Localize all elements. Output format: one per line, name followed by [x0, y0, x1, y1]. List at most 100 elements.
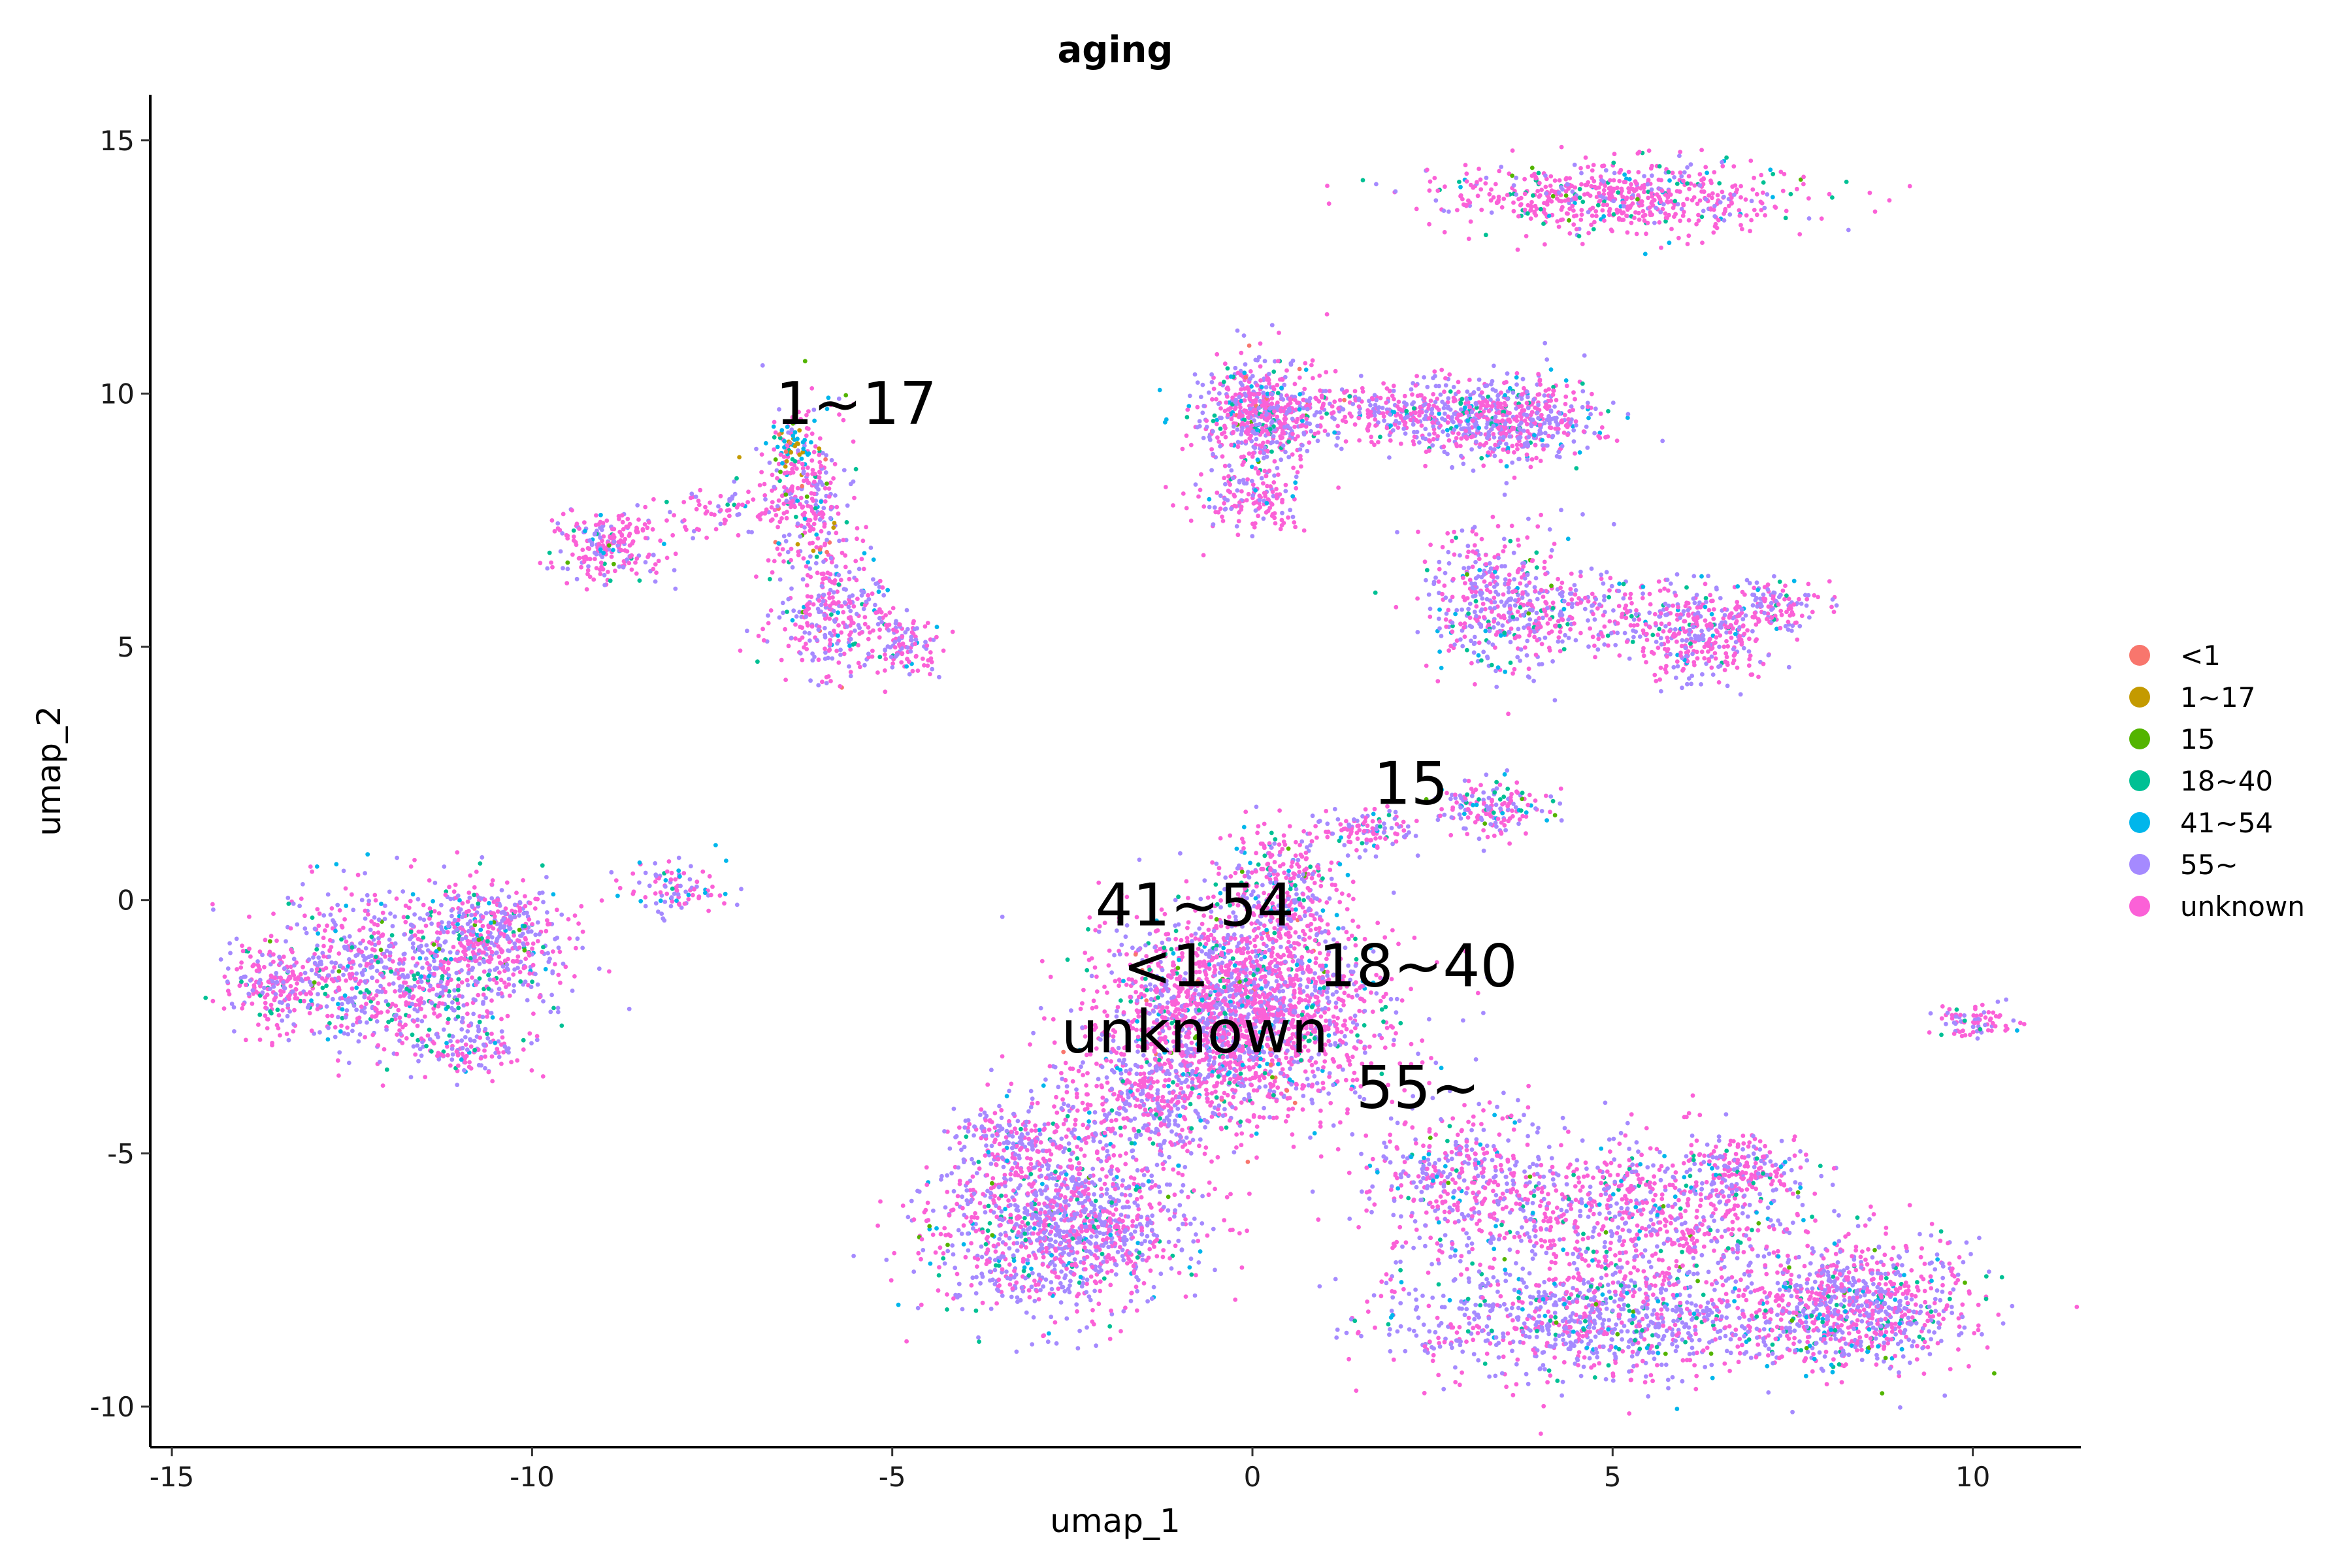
point-41~54	[862, 551, 867, 556]
point-unknown	[934, 634, 939, 640]
point-41~54	[1699, 574, 1704, 579]
point-55~	[1654, 205, 1659, 210]
point-55~	[280, 1000, 284, 1005]
point-unknown	[1467, 404, 1473, 410]
point-unknown	[1731, 653, 1737, 658]
point-unknown	[805, 621, 809, 626]
point-unknown	[1696, 212, 1701, 218]
point-55~	[1309, 429, 1313, 434]
point-18~40	[1404, 408, 1409, 414]
point-55~	[1262, 359, 1267, 364]
point-unknown	[1551, 388, 1556, 393]
point-unknown	[1499, 390, 1503, 395]
point-55~	[1484, 383, 1490, 388]
point-unknown	[1263, 494, 1267, 499]
point-unknown	[1607, 588, 1612, 593]
point-55~	[337, 1050, 342, 1055]
point-18~40	[1685, 181, 1690, 186]
point-unknown	[713, 527, 719, 532]
point-unknown	[1215, 435, 1220, 440]
point-55~	[1256, 406, 1262, 411]
point-55~	[1797, 623, 1803, 629]
point-1~17	[795, 542, 800, 547]
point-unknown	[580, 547, 585, 552]
point-55~	[1783, 624, 1788, 629]
point-41~54	[1255, 457, 1260, 463]
point-55~	[789, 586, 794, 591]
point-55~	[810, 651, 815, 656]
point-unknown	[1618, 167, 1624, 172]
point-unknown	[1545, 199, 1550, 204]
point-55~	[1488, 566, 1494, 571]
point-unknown	[1475, 412, 1480, 417]
point-41~54	[1300, 418, 1305, 423]
point-unknown	[1422, 559, 1428, 564]
point-unknown	[1726, 625, 1731, 630]
point-unknown	[1184, 506, 1189, 511]
point-unknown	[1321, 401, 1326, 406]
point-unknown	[1711, 616, 1716, 621]
point-55~	[1477, 621, 1482, 627]
point-55~	[592, 532, 597, 537]
point-55~	[1722, 218, 1727, 223]
point-55~	[1388, 412, 1393, 417]
point-unknown	[1529, 410, 1535, 415]
point-unknown	[1317, 373, 1322, 378]
point-unknown	[1665, 635, 1670, 640]
point-55~	[801, 471, 806, 476]
point-unknown	[1586, 231, 1592, 236]
point-unknown	[1440, 545, 1445, 549]
point-unknown	[1723, 651, 1729, 656]
point-unknown	[834, 504, 840, 510]
point-55~	[1232, 424, 1236, 429]
point-55~	[1411, 422, 1416, 427]
point-unknown	[1510, 148, 1515, 153]
point-unknown	[1467, 615, 1473, 620]
point-unknown	[792, 504, 797, 510]
point-55~	[1522, 412, 1527, 417]
point-unknown	[887, 610, 892, 615]
point-unknown	[1727, 630, 1733, 635]
point-unknown	[1462, 634, 1467, 639]
point-55~	[691, 536, 695, 541]
point-unknown	[1522, 176, 1527, 182]
point-55~	[1298, 447, 1303, 452]
point-unknown	[1491, 195, 1496, 200]
point-55~	[804, 500, 809, 504]
point-55~	[1633, 612, 1639, 617]
point-55~	[1233, 365, 1238, 370]
point-55~	[817, 517, 823, 522]
point-55~	[1474, 613, 1478, 619]
point-55~	[1799, 601, 1804, 606]
point-unknown	[1539, 587, 1544, 593]
point-unknown	[1580, 242, 1585, 246]
point-unknown	[1514, 634, 1520, 639]
point-unknown	[1514, 371, 1520, 376]
point-55~	[763, 497, 768, 502]
point-55~	[1625, 412, 1631, 417]
point-unknown	[1691, 195, 1697, 200]
point-18~40	[664, 499, 669, 504]
point-unknown	[789, 546, 794, 551]
point-unknown	[1503, 426, 1508, 431]
point-unknown	[574, 521, 580, 527]
point-55~	[807, 630, 812, 636]
point-55~	[1604, 570, 1609, 575]
point-unknown	[664, 555, 670, 561]
point-55~	[795, 521, 800, 526]
point-unknown	[1653, 621, 1658, 626]
point-unknown	[1548, 617, 1552, 621]
point-unknown	[1634, 188, 1639, 192]
point-unknown	[1609, 189, 1613, 194]
point-unknown	[645, 555, 650, 559]
point-unknown	[1256, 391, 1262, 397]
point-unknown	[841, 620, 846, 625]
point-41~54	[1768, 167, 1773, 172]
point-unknown	[1511, 208, 1516, 214]
point-unknown	[1593, 655, 1597, 660]
point-unknown	[643, 504, 648, 510]
point-18~40	[1479, 455, 1484, 461]
point-unknown	[1601, 192, 1607, 197]
point-55~	[1501, 435, 1506, 440]
point-18~40	[1577, 187, 1582, 191]
